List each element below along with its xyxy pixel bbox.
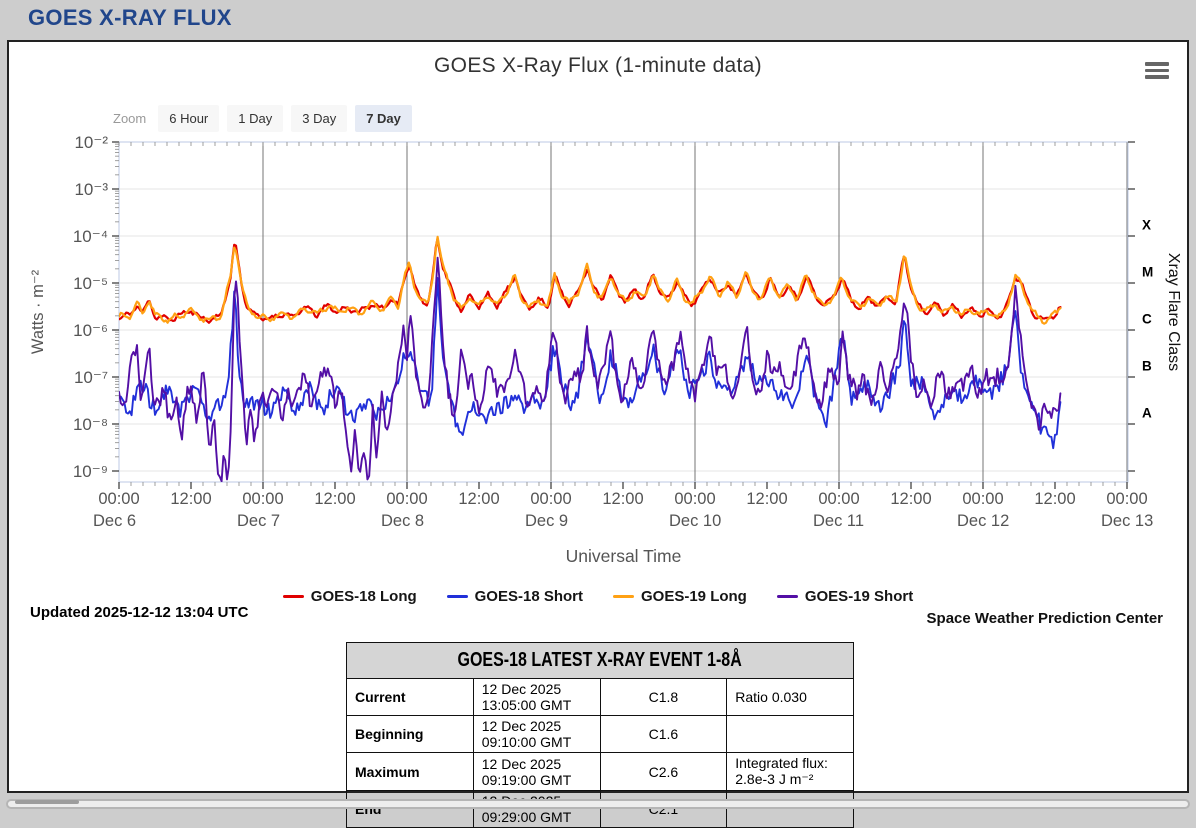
updated-timestamp: Updated 2025-12-12 13:04 UTC xyxy=(30,604,249,621)
y-tick-label: 10⁻⁷ xyxy=(74,368,108,387)
flare-class-label-b: B xyxy=(1142,358,1152,373)
x-tick-time-label: 12:00 xyxy=(1034,490,1075,508)
table-row: Current 12 Dec 2025 13:05:00 GMT C1.8 Ra… xyxy=(346,678,854,716)
zoom-label: Zoom xyxy=(113,110,147,126)
flare-class-label-m: M xyxy=(1142,264,1153,279)
y-tick-label: 10⁻⁵ xyxy=(73,274,108,293)
x-tick-date-label: Dec 7 xyxy=(237,512,280,530)
x-tick-time-label: 12:00 xyxy=(170,490,211,508)
source-attribution: Space Weather Prediction Center xyxy=(926,610,1163,627)
legend-dash-icon xyxy=(776,595,798,598)
x-tick-time-label: 00:00 xyxy=(98,490,139,508)
legend-label: GOES-19 Short xyxy=(804,588,914,605)
y-axis-title: Watts · m⁻² xyxy=(29,269,47,354)
scrollbar-track[interactable] xyxy=(6,799,1190,809)
chart-panel: GOES X-Ray Flux (1-minute data) Zoom 6 H… xyxy=(7,40,1189,828)
x-tick-date-label: Dec 12 xyxy=(957,512,1009,530)
y-tick-label: 10⁻² xyxy=(74,133,108,152)
x-tick-time-label: 00:00 xyxy=(1106,490,1147,508)
legend-label: GOES-19 Long xyxy=(641,588,747,605)
x-tick-date-label: Dec 13 xyxy=(1101,512,1153,530)
y-tick-label: 10⁻⁹ xyxy=(73,462,108,481)
flare-class-label-a: A xyxy=(1142,405,1152,420)
x-tick-time-label: 00:00 xyxy=(962,490,1003,508)
page-title: GOES X-RAY FLUX xyxy=(28,5,232,30)
table-row: Maximum 12 Dec 2025 09:19:00 GMT C2.6 In… xyxy=(346,752,854,791)
table-row: Beginning 12 Dec 2025 09:10:00 GMT C1.6 xyxy=(346,715,854,753)
x-axis-title: Universal Time xyxy=(566,546,682,566)
y-tick-label: 10⁻⁴ xyxy=(73,227,108,246)
y-tick-label: 10⁻⁶ xyxy=(73,321,108,340)
zoom-button-1-day[interactable]: 1 Day xyxy=(227,104,284,132)
flare-class-label-c: C xyxy=(1142,311,1152,326)
x-tick-time-label: 00:00 xyxy=(818,490,859,508)
table-title: GOES-18 LATEST X-RAY EVENT 1-8Å xyxy=(457,649,743,671)
series-goes-19-short xyxy=(119,256,1062,482)
zoom-button-7-day[interactable]: 7 Day xyxy=(355,104,412,132)
x-tick-time-label: 12:00 xyxy=(602,490,643,508)
table-header-row: GOES-18 LATEST X-RAY EVENT 1-8Å xyxy=(346,642,854,679)
zoom-toolbar: Zoom 6 Hour 1 Day 3 Day 7 Day xyxy=(113,104,412,132)
legend-dash-icon xyxy=(282,595,304,598)
table-row: End 12 Dec 2025 09:29:00 GMT C2.1 xyxy=(346,790,854,828)
legend-label: GOES-18 Short xyxy=(474,588,583,605)
x-tick-time-label: 00:00 xyxy=(674,490,715,508)
hamburger-menu-icon xyxy=(1145,75,1169,79)
x-tick-date-label: Dec 9 xyxy=(525,512,568,530)
zoom-button-6-hour[interactable]: 6 Hour xyxy=(158,104,220,132)
legend-item-goes-19-long[interactable]: GOES-19 Long xyxy=(613,588,747,605)
legend-item-goes-19-short[interactable]: GOES-19 Short xyxy=(776,588,914,605)
legend-item-goes-18-short[interactable]: GOES-18 Short xyxy=(446,588,583,605)
hamburger-menu-icon xyxy=(1145,62,1169,66)
legend-item-goes-18-long[interactable]: GOES-18 Long xyxy=(282,588,417,605)
x-tick-time-label: 12:00 xyxy=(458,490,499,508)
x-tick-time-label: 00:00 xyxy=(530,490,571,508)
y-tick-label: 10⁻³ xyxy=(74,180,108,199)
right-axis-title: Xray Flare Class xyxy=(1165,253,1182,371)
horizontal-scrollbar[interactable] xyxy=(6,799,1190,809)
x-tick-time-label: 12:00 xyxy=(746,490,787,508)
series-goes-18-short xyxy=(119,276,1062,450)
flare-class-label-x: X xyxy=(1142,217,1151,232)
legend-dash-icon xyxy=(446,595,468,598)
x-tick-time-label: 00:00 xyxy=(386,490,427,508)
latest-xray-event-table: GOES-18 LATEST X-RAY EVENT 1-8Å Current … xyxy=(346,642,854,828)
x-tick-date-label: Dec 10 xyxy=(669,512,721,530)
x-tick-time-label: 12:00 xyxy=(314,490,355,508)
x-tick-time-label: 00:00 xyxy=(242,490,283,508)
hamburger-menu-icon xyxy=(1145,68,1169,72)
chart-legend: GOES-18 Long GOES-18 Short GOES-19 Long … xyxy=(9,588,1187,605)
legend-label: GOES-18 Long xyxy=(310,588,417,605)
series-goes-19-long xyxy=(119,235,1062,325)
scrollbar-thumb[interactable] xyxy=(15,800,79,804)
legend-dash-icon xyxy=(613,595,634,598)
x-tick-time-label: 12:00 xyxy=(890,490,931,508)
x-tick-date-label: Dec 6 xyxy=(93,512,136,530)
zoom-button-3-day[interactable]: 3 Day xyxy=(291,104,348,132)
export-menu-button[interactable] xyxy=(1145,62,1169,80)
x-tick-date-label: Dec 8 xyxy=(381,512,424,530)
y-tick-label: 10⁻⁸ xyxy=(73,415,108,434)
page-header: GOES X-RAY FLUX xyxy=(0,0,1196,38)
chart-title: GOES X-Ray Flux (1-minute data) xyxy=(434,54,762,77)
x-tick-date-label: Dec 11 xyxy=(813,512,864,530)
flux-chart: 10⁻² 10⁻³ 10⁻⁴ 10⁻⁵ 10⁻⁶ 10⁻⁷ 10⁻⁸ 10⁻⁹ 00:00 Dec… xyxy=(29,133,1182,566)
